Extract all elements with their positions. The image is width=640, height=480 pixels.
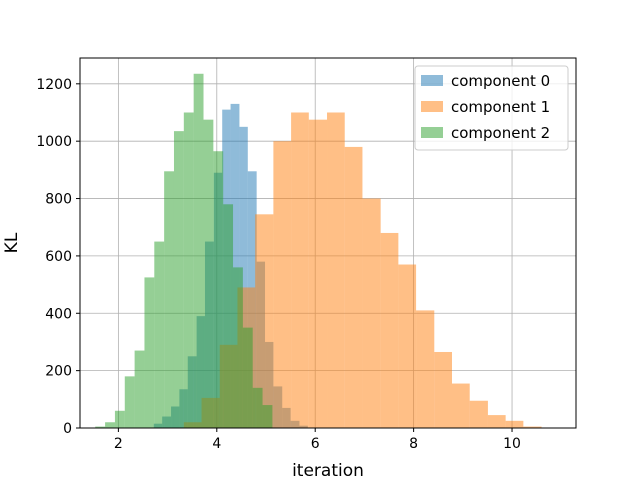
bar-series-1-bin-4: [255, 214, 274, 428]
bar-series-2-bin-13: [223, 204, 234, 428]
bar-series-1-bin-10: [362, 198, 381, 428]
bar-series-1-bin-13: [416, 310, 435, 428]
bar-series-1-bin-5: [273, 141, 292, 429]
bar-series-2-bin-14: [233, 267, 243, 428]
bar-series-2-bin-0: [95, 426, 106, 428]
x-tick-label-0: 2: [114, 436, 123, 452]
bar-series-2-bin-3: [124, 376, 135, 428]
bar-series-1-bin-9: [344, 146, 363, 428]
bar-series-0-bin-9: [230, 103, 240, 428]
bar-series-2-bin-8: [173, 131, 184, 429]
bar-series-1-bin-16: [469, 400, 488, 428]
bar-series-2-bin-5: [144, 277, 155, 428]
y-axis-label: KL: [2, 232, 22, 253]
y-tick-label-5: 1000: [36, 134, 72, 150]
legend-swatch-0: [421, 75, 443, 86]
x-tick-label-4: 10: [503, 436, 521, 452]
bar-series-1-bin-14: [434, 351, 452, 428]
bar-series-1-bin-6: [291, 112, 309, 428]
legend-swatch-2: [421, 127, 443, 138]
legend-label-1: component 1: [451, 98, 550, 116]
x-tick-label-3: 8: [409, 436, 418, 452]
bar-series-2-bin-6: [154, 241, 165, 428]
bar-series-2-bin-4: [134, 350, 145, 428]
series-2-bars: [95, 73, 273, 429]
bar-series-1-bin-12: [398, 264, 417, 428]
x-axis-label: iteration: [292, 461, 364, 480]
y-axis-ticks: 0 200 400 600 800 1000 1200: [36, 77, 80, 437]
bar-series-1-bin-11: [380, 232, 399, 428]
y-tick-label-2: 400: [45, 306, 72, 322]
bar-series-1-bin-7: [308, 119, 328, 429]
histogram-bars: [95, 73, 542, 429]
bar-series-2-bin-10: [193, 73, 204, 428]
y-tick-label-1: 200: [45, 364, 72, 380]
x-tick-label-1: 4: [212, 436, 221, 452]
legend-label-2: component 2: [451, 124, 550, 142]
plot-frame: [79, 57, 577, 429]
x-tick-label-2: 6: [311, 436, 320, 452]
bar-series-0-bin-10: [239, 126, 248, 428]
legend-box: [414, 65, 569, 151]
y-tick-label-4: 800: [45, 192, 72, 208]
bar-series-2-bin-12: [213, 151, 224, 429]
bar-series-2-bin-16: [252, 387, 263, 428]
bar-series-1-bin-8: [327, 112, 345, 428]
bar-series-2-bin-17: [262, 405, 273, 428]
bar-series-2-bin-11: [203, 119, 214, 429]
x-axis-ticks: 2 4 6 8 10: [114, 428, 521, 452]
bar-series-1-bin-18: [505, 420, 524, 428]
legend: component 0 component 1 component 2: [414, 65, 569, 151]
legend-label-0: component 0: [451, 72, 550, 90]
bar-series-2-bin-2: [114, 410, 125, 428]
y-tick-label-6: 1200: [36, 77, 72, 93]
y-tick-label-0: 0: [63, 421, 72, 437]
bar-series-2-bin-9: [183, 112, 194, 428]
legend-swatch-1: [421, 101, 443, 112]
y-tick-label-3: 600: [45, 249, 72, 265]
bar-series-1-bin-15: [452, 383, 470, 428]
bar-series-2-bin-7: [164, 171, 174, 429]
bar-series-2-bin-15: [242, 327, 253, 428]
bar-series-1-bin-17: [487, 415, 506, 428]
bar-series-1-bin-19: [523, 426, 542, 428]
bar-series-2-bin-1: [105, 422, 115, 428]
